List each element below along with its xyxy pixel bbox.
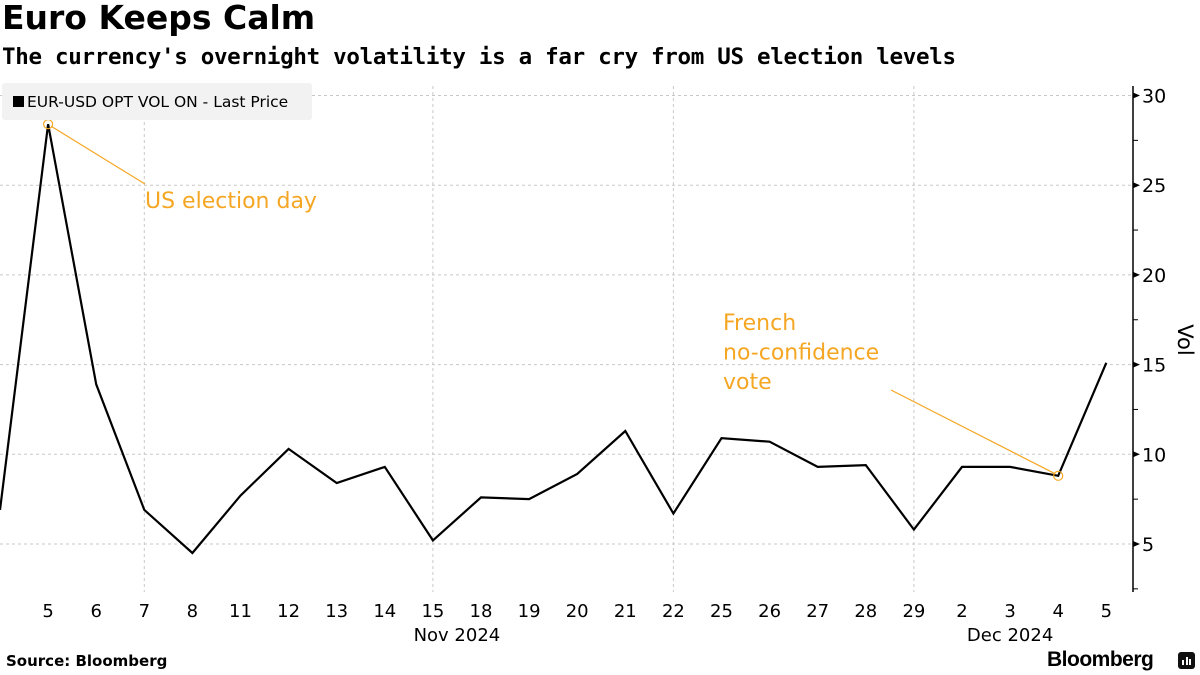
x-tick-label: 4	[1052, 601, 1063, 622]
x-tick-label: 18	[470, 601, 493, 622]
x-tick-label: 3	[1004, 601, 1015, 622]
x-tick-label: 28	[854, 601, 877, 622]
x-tick-label: 5	[42, 601, 53, 622]
x-tick-label: 25	[710, 601, 733, 622]
x-tick-label: 20	[566, 601, 589, 622]
annotation-label: French	[723, 311, 796, 336]
legend-swatch-icon	[13, 96, 24, 107]
y-tick-mark	[1133, 451, 1140, 458]
y-tick-label: 25	[1142, 175, 1166, 197]
x-tick-label: 26	[758, 601, 781, 622]
y-tick-mark	[1133, 361, 1140, 368]
x-tick-label: 13	[325, 601, 348, 622]
annotation-marker	[1053, 470, 1064, 481]
source-note: Source: Bloomberg	[6, 652, 168, 670]
annotation-leader	[50, 125, 146, 185]
x-tick-label: 22	[662, 601, 685, 622]
bloomberg-chart-icon	[1178, 652, 1195, 669]
y-tick-label: 10	[1142, 444, 1166, 466]
x-tick-label: 21	[614, 601, 637, 622]
x-group-label: Dec 2024	[967, 625, 1053, 646]
x-tick-label: 19	[518, 601, 541, 622]
series-line	[0, 123, 1108, 555]
x-tick-label: 27	[806, 601, 829, 622]
brand-logo: Bloomberg	[1047, 648, 1154, 671]
y-tick-mark	[1133, 271, 1140, 278]
y-tick-mark	[1133, 182, 1140, 189]
x-tick-label: 12	[277, 601, 300, 622]
chart-title: Euro Keeps Calm	[2, 0, 316, 37]
y-tick-label: 5	[1142, 534, 1154, 556]
x-tick-label: 5	[1101, 601, 1112, 622]
annotation-label: no-confidence	[723, 341, 879, 366]
x-group-label: Nov 2024	[414, 625, 501, 646]
x-tick-label: 2	[956, 601, 967, 622]
x-tick-label: 8	[187, 601, 198, 622]
x-tick-label: 14	[373, 601, 396, 622]
x-tick-label: 11	[229, 601, 252, 622]
chart-subtitle: The currency's overnight volatility is a…	[2, 44, 956, 70]
x-tick-label: 6	[90, 601, 101, 622]
y-tick-label: 15	[1142, 355, 1166, 377]
legend: EUR-USD OPT VOL ON - Last Price	[2, 83, 312, 120]
x-tick-label: 29	[902, 601, 925, 622]
y-tick-label: 20	[1142, 265, 1166, 287]
annotation-label: US election day	[145, 189, 317, 214]
legend-label: EUR-USD OPT VOL ON - Last Price	[27, 92, 289, 111]
y-tick-mark	[1133, 541, 1140, 547]
y-tick-mark	[1133, 92, 1140, 99]
annotation-leader	[890, 389, 1056, 475]
y-axis-label: Vol	[1173, 324, 1197, 355]
x-tick-label: 15	[421, 601, 444, 622]
annotation-label: vote	[723, 370, 772, 395]
x-tick-label: 7	[139, 601, 150, 622]
y-tick-label: 30	[1142, 86, 1166, 108]
